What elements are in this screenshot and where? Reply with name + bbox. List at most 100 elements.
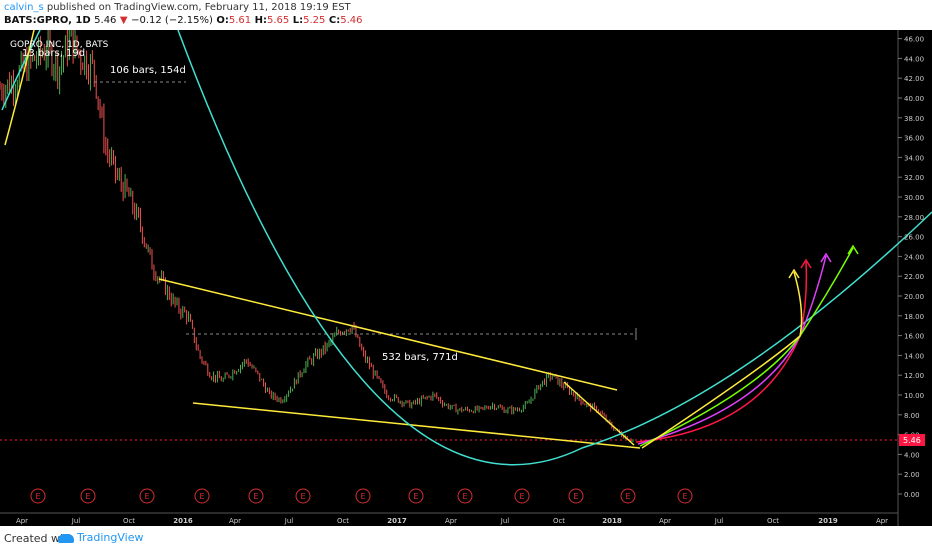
time-tick-label: Apr bbox=[16, 517, 28, 525]
price-tick-label: 36.00 bbox=[904, 135, 924, 143]
close-value: 5.46 bbox=[340, 15, 363, 26]
earnings-marker[interactable] bbox=[514, 488, 530, 504]
earnings-marker-label: E bbox=[360, 492, 365, 501]
earnings-marker-label: E bbox=[85, 492, 90, 501]
last-price: 5.46 bbox=[94, 15, 117, 26]
high-label: H: bbox=[254, 15, 267, 26]
price-tick-label: 32.00 bbox=[904, 174, 924, 182]
earnings-marker-label: E bbox=[253, 492, 258, 501]
bars-label-2: 106 bars, 154d bbox=[110, 65, 186, 76]
earnings-marker-label: E bbox=[413, 492, 418, 501]
arrowhead-icon bbox=[847, 244, 859, 255]
trendline-steep[interactable] bbox=[563, 381, 635, 446]
price-tick-label: 44.00 bbox=[904, 55, 924, 63]
time-tick-label: Oct bbox=[767, 517, 779, 525]
earnings-marker[interactable] bbox=[677, 488, 693, 504]
symbol-watermark: GOPRO INC, 1D, BATS bbox=[10, 40, 109, 50]
annotations-layer: GOPRO INC, 1D, BATS 13 bars, 19d 106 bar… bbox=[10, 40, 458, 363]
earnings-marker[interactable] bbox=[139, 488, 155, 504]
last-price-label: 5.46 bbox=[903, 436, 921, 445]
earnings-marker-label: E bbox=[144, 492, 149, 501]
time-tick-label: Apr bbox=[229, 517, 241, 525]
earnings-marker[interactable] bbox=[568, 488, 584, 504]
earnings-marker[interactable] bbox=[248, 488, 264, 504]
price-tick-label: 38.00 bbox=[904, 115, 924, 123]
time-tick-label: Oct bbox=[553, 517, 565, 525]
trendline-upper[interactable] bbox=[158, 278, 618, 391]
chart-header: calvin_s published on TradingView.com, F… bbox=[0, 0, 932, 30]
chart-canvas[interactable]: 0.002.004.006.008.0010.0012.0014.0016.00… bbox=[0, 30, 932, 526]
published-text: published on TradingView.com, February 1… bbox=[46, 2, 351, 13]
tradingview-logo[interactable]: TradingView bbox=[58, 531, 143, 544]
arrowhead-icon bbox=[788, 268, 800, 279]
parabolic-arc[interactable] bbox=[177, 30, 932, 466]
projection-green[interactable] bbox=[639, 247, 854, 447]
high-value: 5.65 bbox=[266, 15, 290, 26]
price-tick-label: 24.00 bbox=[904, 253, 924, 261]
earnings-marker-label: E bbox=[300, 492, 305, 501]
earnings-marker-label: E bbox=[519, 492, 524, 501]
earnings-marker[interactable] bbox=[30, 488, 46, 504]
time-tick-label: 2016 bbox=[173, 517, 193, 525]
last-price-marker: 5.46 bbox=[899, 434, 925, 446]
left-arc-yellow[interactable] bbox=[4, 30, 35, 146]
earnings-marker[interactable] bbox=[194, 488, 210, 504]
price-tick-label: 22.00 bbox=[904, 273, 924, 281]
price-tick-label: 28.00 bbox=[904, 214, 924, 222]
tradingview-cloud-icon bbox=[58, 533, 74, 543]
time-tick-label: Jul bbox=[500, 517, 510, 525]
price-tick-label: 20.00 bbox=[904, 293, 924, 301]
earnings-marker[interactable] bbox=[457, 488, 473, 504]
price-tick-label: 16.00 bbox=[904, 333, 924, 341]
price-tick-label: 8.00 bbox=[904, 412, 920, 420]
publish-line: calvin_s published on TradingView.com, F… bbox=[4, 2, 351, 13]
last-price-box bbox=[899, 434, 925, 446]
open-value: 5.61 bbox=[228, 15, 252, 26]
price-tick-label: 30.00 bbox=[904, 194, 924, 202]
price-tick-label: 14.00 bbox=[904, 352, 924, 360]
price-tick-label: 46.00 bbox=[904, 36, 924, 44]
earnings-marker[interactable] bbox=[295, 488, 311, 504]
low-label: L: bbox=[292, 15, 304, 26]
projection-red[interactable] bbox=[635, 261, 808, 443]
price-tick-label: 0.00 bbox=[904, 491, 920, 499]
earnings-marker[interactable] bbox=[355, 488, 371, 504]
chart-background bbox=[0, 30, 932, 526]
time-axis[interactable]: Apr Jul Oct 2016 Apr Jul Oct 2017 Apr Jul Oct 2018 A… bbox=[16, 517, 888, 525]
time-tick-label: 2018 bbox=[602, 517, 622, 525]
price-tick-label: 26.00 bbox=[904, 234, 924, 242]
low-value: 5.25 bbox=[303, 15, 326, 26]
time-tick-label: 2017 bbox=[387, 517, 407, 525]
earnings-marker[interactable] bbox=[620, 488, 636, 504]
projection-yellow[interactable] bbox=[641, 271, 803, 449]
earnings-marker-label: E bbox=[573, 492, 578, 501]
change-arrow: ▼ bbox=[119, 15, 128, 26]
trendline-lower[interactable] bbox=[192, 402, 641, 449]
earnings-marker-label: E bbox=[462, 492, 467, 501]
time-tick-label: Oct bbox=[337, 517, 349, 525]
time-tick-label: Apr bbox=[445, 517, 457, 525]
arrowhead-icon bbox=[820, 252, 832, 263]
author-link[interactable]: calvin_s bbox=[4, 2, 44, 13]
time-tick-label: Apr bbox=[659, 517, 671, 525]
price-tick-label: 12.00 bbox=[904, 372, 924, 380]
time-tick-label: Oct bbox=[123, 517, 135, 525]
open-label: O: bbox=[216, 15, 229, 26]
change-value: −0.12 (−2.15%) bbox=[131, 15, 213, 26]
created-with-label: Created with bbox=[4, 532, 75, 545]
price-tick-label: 18.00 bbox=[904, 313, 924, 321]
price-axis[interactable]: 0.002.004.006.008.0010.0012.0014.0016.00… bbox=[898, 36, 924, 499]
time-tick-label: Jul bbox=[714, 517, 724, 525]
left-arc-cyan[interactable] bbox=[1, 30, 41, 111]
earnings-marker[interactable] bbox=[80, 488, 96, 504]
time-tick-label: Jul bbox=[284, 517, 294, 525]
symbol-line: BATS:GPRO, 1D 5.46 ▼ −0.12 (−2.15%) O:5.… bbox=[4, 15, 362, 26]
earnings-marker-label: E bbox=[625, 492, 630, 501]
earnings-marker-label: E bbox=[35, 492, 40, 501]
projection-magenta[interactable] bbox=[637, 255, 827, 445]
price-tick-label: 40.00 bbox=[904, 95, 924, 103]
price-tick-label: 42.00 bbox=[904, 75, 924, 83]
time-tick-label: Apr bbox=[876, 517, 888, 525]
earnings-marker[interactable] bbox=[408, 488, 424, 504]
close-label: C: bbox=[328, 15, 341, 26]
